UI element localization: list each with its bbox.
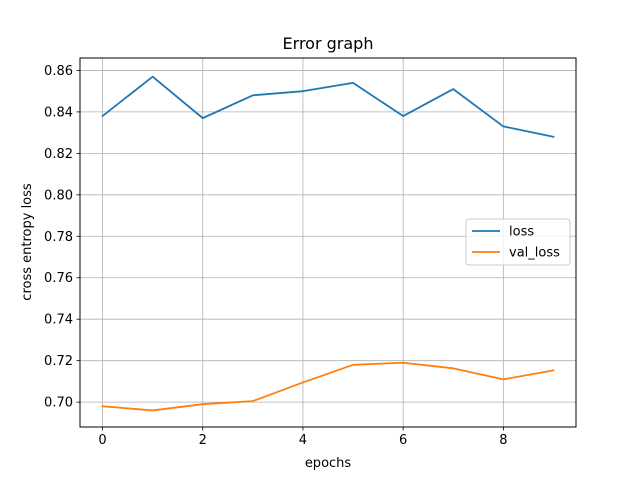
y-tick-label: 0.78 <box>44 230 73 245</box>
y-tick-label: 0.84 <box>44 105 73 120</box>
y-tick-label: 0.74 <box>44 313 73 328</box>
x-axis-label: epochs <box>305 456 352 471</box>
x-tick-label: 6 <box>399 433 407 448</box>
x-tick-label: 0 <box>98 433 106 448</box>
series-line-loss <box>101 75 555 138</box>
series-line-val-loss <box>101 361 555 412</box>
series-lines <box>101 75 555 412</box>
legend: loss val_loss <box>465 218 571 266</box>
x-tick-label: 8 <box>499 433 507 448</box>
y-tick-label: 0.72 <box>44 354 73 369</box>
x-tick-label: 2 <box>199 433 207 448</box>
y-axis-label: cross entropy loss <box>20 183 35 301</box>
y-tick-label: 0.70 <box>44 396 73 411</box>
plot-area-frame <box>79 57 577 428</box>
chart-title: Error graph <box>283 34 374 53</box>
y-tick-label: 0.80 <box>44 188 73 203</box>
y-tick-label: 0.76 <box>44 271 73 286</box>
x-tick-label: 4 <box>299 433 307 448</box>
legend-label-val-loss: val_loss <box>509 246 560 261</box>
y-tick-label: 0.86 <box>44 64 73 79</box>
y-tick-label: 0.82 <box>44 147 73 162</box>
axis-ticks: 0 2 4 6 8 0.70 0.72 0.74 0.76 0.78 0.80 0.82 0.84 0.8… <box>44 64 507 448</box>
legend-label-loss: loss <box>509 225 534 240</box>
